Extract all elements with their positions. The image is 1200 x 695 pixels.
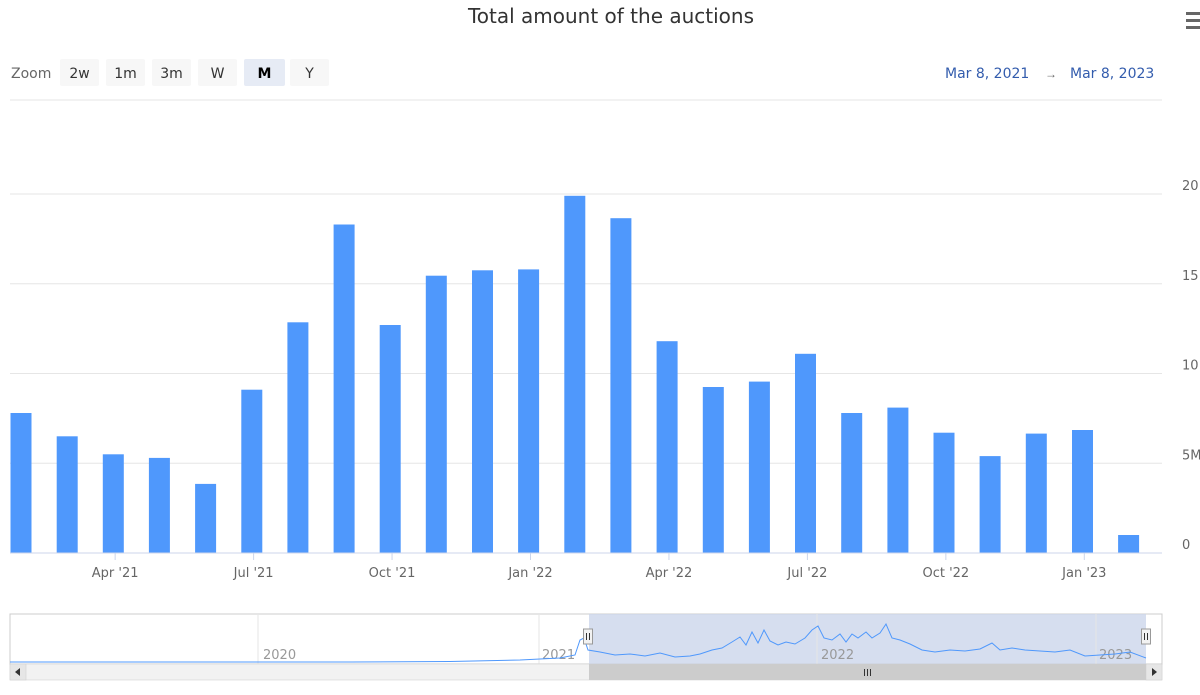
zoom-button-w[interactable]: W bbox=[198, 59, 237, 86]
gridlines bbox=[10, 99, 1162, 464]
bar-sep-2022[interactable] bbox=[841, 413, 863, 553]
scroll-left-arrow-icon bbox=[15, 668, 20, 676]
navigator-right-handle[interactable] bbox=[1141, 628, 1151, 645]
zoom-label: Zoom bbox=[11, 66, 51, 82]
x-tick-label: Oct '22 bbox=[922, 566, 969, 581]
bar-may-2022[interactable] bbox=[656, 341, 678, 553]
bar-may-2021[interactable] bbox=[102, 454, 124, 553]
zoom-button-label: M bbox=[258, 66, 272, 82]
x-tick-label: Jan '22 bbox=[507, 566, 552, 581]
bar-mar-2021[interactable] bbox=[10, 413, 32, 553]
zoom-button-y[interactable]: Y bbox=[290, 59, 329, 86]
chart-title: Total amount of the auctions bbox=[467, 4, 754, 28]
bars bbox=[10, 195, 1140, 554]
navigator-left-handle[interactable] bbox=[583, 628, 593, 645]
scrollbar-right-button[interactable] bbox=[1145, 663, 1163, 681]
y-tick-label: 20 bbox=[1182, 179, 1199, 194]
bar-aug-2022[interactable] bbox=[795, 353, 816, 553]
zoom-button-label: W bbox=[211, 66, 225, 82]
x-axis-ticks: Apr '21 Jul '21 Oct '21 Jan '22 Apr '22 Jul '… bbox=[92, 553, 1106, 581]
range-to[interactable]: Mar 8, 2023 bbox=[1070, 66, 1154, 82]
navigator[interactable]: 2020 2021 2022 2023 bbox=[9, 613, 1163, 665]
navigator-label-2020: 2020 bbox=[263, 648, 296, 663]
zoom-button-label: 1m bbox=[114, 66, 137, 82]
y-tick-label: 0 bbox=[1182, 538, 1190, 553]
zoom-button-m[interactable]: M bbox=[244, 59, 285, 86]
bar-nov-2021[interactable] bbox=[379, 325, 401, 553]
scrollbar[interactable] bbox=[9, 663, 1163, 681]
x-tick-label: Apr '22 bbox=[646, 566, 693, 581]
bar-feb-2023[interactable] bbox=[1072, 430, 1093, 553]
x-tick-label: Oct '21 bbox=[369, 566, 416, 581]
scrollbar-grip-icon bbox=[864, 669, 871, 676]
bar-feb-2022[interactable] bbox=[518, 269, 540, 553]
scrollbar-left-button[interactable] bbox=[9, 663, 27, 681]
bar-apr-2021[interactable] bbox=[56, 436, 78, 553]
scroll-right-arrow-icon bbox=[1152, 668, 1157, 676]
bar-jul-2021[interactable] bbox=[195, 483, 217, 553]
bar-jun-2022[interactable] bbox=[702, 387, 724, 553]
y-axis-ticks: 0 5M 10 15 20 bbox=[1182, 179, 1200, 553]
range-from[interactable]: Mar 8, 2021 bbox=[945, 66, 1029, 82]
bar-jan-2022[interactable] bbox=[472, 270, 493, 553]
bar-oct-2022[interactable] bbox=[887, 407, 909, 553]
zoom-button-label: Y bbox=[304, 66, 314, 82]
hamburger-menu-icon[interactable] bbox=[1186, 12, 1200, 29]
navigator-label-2023: 2023 bbox=[1099, 648, 1132, 663]
zoom-button-3m[interactable]: 3m bbox=[152, 59, 191, 86]
navigator-mask[interactable] bbox=[589, 614, 1146, 664]
bar-apr-2022[interactable] bbox=[610, 218, 632, 553]
zoom-buttons: 2w 1m 3m W M Y bbox=[60, 59, 329, 86]
bar-aug-2021[interactable] bbox=[241, 389, 263, 553]
x-tick-label: Apr '21 bbox=[92, 566, 139, 581]
zoom-button-1m[interactable]: 1m bbox=[106, 59, 145, 86]
zoom-button-2w[interactable]: 2w bbox=[60, 59, 99, 86]
bar-mar-2022[interactable] bbox=[564, 195, 586, 554]
bar-jun-2021[interactable] bbox=[148, 457, 170, 553]
navigator-series-line bbox=[10, 622, 1147, 663]
bar-sep-2021[interactable] bbox=[287, 322, 309, 553]
x-tick-label: Jan '23 bbox=[1061, 566, 1106, 581]
bar-oct-2021[interactable] bbox=[333, 224, 355, 554]
bar-mar-2023[interactable] bbox=[1118, 535, 1140, 553]
zoom-button-label: 3m bbox=[160, 66, 183, 82]
bar-nov-2022[interactable] bbox=[933, 432, 955, 553]
bar-dec-2022[interactable] bbox=[979, 456, 1001, 553]
navigator-label-2021: 2021 bbox=[542, 648, 575, 663]
x-tick-label: Jul '21 bbox=[233, 566, 274, 581]
x-tick-label: Jul '22 bbox=[786, 566, 827, 581]
bar-jan-2023[interactable] bbox=[1025, 433, 1047, 553]
bar-dec-2021[interactable] bbox=[425, 275, 447, 553]
y-tick-label: 5M bbox=[1182, 448, 1200, 463]
bar-jul-2022[interactable] bbox=[748, 381, 770, 553]
zoom-button-label: 2w bbox=[69, 66, 89, 82]
y-tick-label: 15 bbox=[1182, 269, 1199, 284]
y-tick-label: 10 bbox=[1182, 359, 1199, 374]
navigator-label-2022: 2022 bbox=[821, 648, 854, 663]
range-arrow: → bbox=[1045, 67, 1057, 81]
